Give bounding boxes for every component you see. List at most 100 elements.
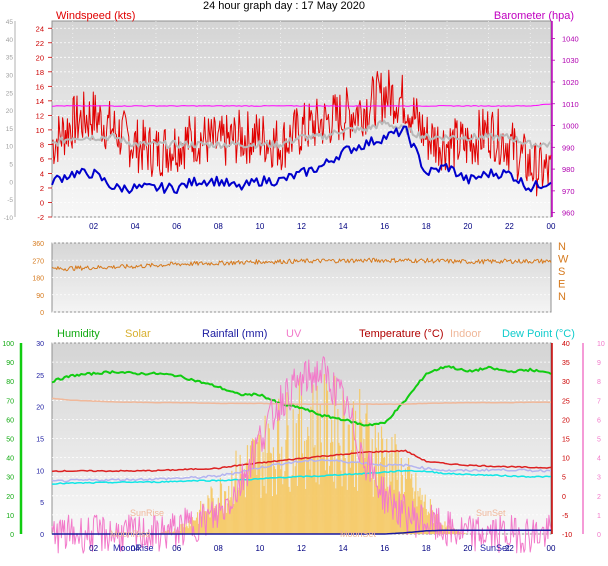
windspeed-tick-label: 18	[36, 68, 44, 77]
moonset-annotation: MoonSet	[340, 529, 377, 539]
direction-tick-label: 90	[36, 293, 44, 300]
direction-tick-label: 180	[32, 276, 44, 283]
humidity-tick-label: 100	[2, 341, 14, 348]
wind-x-tick-label: 16	[380, 222, 389, 231]
uv-tick-label: 3	[597, 475, 601, 482]
barometer-tick-label: 1030	[562, 56, 579, 65]
barometer-tick-label: 1040	[562, 34, 579, 43]
gust-scale-tick-label: 5	[9, 162, 13, 169]
legend-temperature: Temperature (°C)	[359, 328, 443, 340]
gust-scale-tick-label: 35	[6, 55, 14, 62]
uv-tick-label: 8	[597, 379, 601, 386]
page-title: 24 hour graph day : 17 May 2020	[203, 0, 365, 12]
wind-x-tick-label: 10	[255, 222, 264, 231]
conditions-x-tick-label: 12	[297, 544, 306, 553]
humidity-tick-label: 30	[6, 475, 14, 482]
sunrise-annotation: SunRise	[130, 508, 164, 518]
gust-scale-tick-label: 10	[6, 144, 14, 151]
direction-panel-grid	[52, 242, 551, 313]
windspeed-tick-label: 10	[36, 126, 44, 135]
gust-scale-tick-label: -10	[4, 215, 14, 222]
wind-series-line	[51, 69, 552, 197]
windspeed-tick-label: 8	[40, 140, 44, 149]
compass-label: N	[558, 291, 566, 303]
wind-panel-axes: -2024681012141618202224-10-5051015202530…	[4, 19, 579, 231]
temperature-tick-label: 10	[562, 456, 570, 463]
conditions-x-tick-label: 22	[505, 544, 514, 553]
temperature-tick-label: -5	[562, 513, 568, 520]
humidity-tick-label: 60	[6, 417, 14, 424]
legend-indoor: Indoor	[450, 328, 482, 340]
uv-tick-label: 4	[597, 456, 601, 463]
conditions-series-line	[51, 356, 552, 554]
wind-x-tick-label: 12	[297, 222, 306, 231]
direction-series-line	[51, 257, 552, 272]
wind-x-tick-label: 22	[505, 222, 514, 231]
uv-tick-label: 1	[597, 513, 601, 520]
conditions-panel-fills	[156, 374, 468, 534]
windspeed-axis-label: Windspeed (kts)	[56, 10, 135, 22]
wind-x-tick-label: 08	[214, 222, 223, 231]
barometer-tick-label: 990	[562, 143, 575, 152]
windspeed-tick-label: 24	[36, 24, 44, 33]
uv-tick-label: 7	[597, 398, 601, 405]
conditions-panel-axes: 0102030405060708090100051015202530-10-50…	[2, 341, 605, 553]
gust-scale-tick-label: 45	[6, 19, 14, 26]
gust-scale-tick-label: 25	[6, 90, 14, 97]
conditions-x-tick-label: 00	[547, 544, 556, 553]
wind-series-line	[51, 125, 552, 194]
conditions-series-line	[52, 529, 551, 535]
conditions-x-tick-label: 20	[463, 544, 472, 553]
rainfall-tick-label: 30	[36, 341, 44, 348]
wind-panel-series	[51, 69, 552, 197]
conditions-x-tick-label: 02	[89, 544, 98, 553]
conditions-series-line	[52, 469, 552, 485]
direction-tick-label: 0	[40, 310, 44, 317]
humidity-tick-label: 10	[6, 513, 14, 520]
humidity-tick-label: 90	[6, 360, 14, 367]
windspeed-tick-label: 6	[40, 155, 44, 164]
humidity-tick-label: 0	[10, 532, 14, 539]
barometer-tick-label: 1000	[562, 122, 579, 131]
compass-label: W	[558, 254, 569, 266]
rainfall-tick-label: 5	[40, 500, 44, 507]
conditions-panel-series	[51, 356, 552, 554]
humidity-tick-label: 50	[6, 437, 14, 444]
wind-x-tick-label: 00	[547, 222, 556, 231]
wind-x-tick-label: 14	[339, 222, 348, 231]
rainfall-tick-label: 10	[36, 468, 44, 475]
windspeed-tick-label: 14	[36, 97, 44, 106]
windspeed-tick-label: 22	[36, 39, 44, 48]
windspeed-tick-label: 0	[40, 198, 44, 207]
conditions-x-tick-label: 08	[214, 544, 223, 553]
temperature-tick-label: 25	[562, 398, 570, 405]
conditions-series-line	[51, 449, 552, 473]
conditions-x-tick-label: 18	[422, 544, 431, 553]
legend-humidity: Humidity	[57, 328, 100, 340]
barometer-tick-label: 970	[562, 187, 575, 196]
conditions-x-tick-label: 06	[172, 544, 181, 553]
barometer-tick-label: 1010	[562, 100, 579, 109]
windspeed-tick-label: 16	[36, 82, 44, 91]
uv-tick-label: 6	[597, 417, 601, 424]
temperature-tick-label: -10	[562, 532, 572, 539]
humidity-tick-label: 20	[6, 494, 14, 501]
temperature-tick-label: 35	[562, 360, 570, 367]
wind-x-tick-label: 20	[463, 222, 472, 231]
conditions-x-tick-label: 04	[131, 544, 140, 553]
gust-scale-tick-label: 40	[6, 37, 14, 44]
wind-x-tick-label: 18	[422, 222, 431, 231]
wind-series-line	[51, 103, 552, 107]
rainfall-tick-label: 25	[36, 373, 44, 380]
temperature-tick-label: 30	[562, 379, 570, 386]
rainfall-tick-label: 15	[36, 437, 44, 444]
direction-tick-label: 270	[32, 258, 44, 265]
direction-panel-series	[51, 257, 552, 272]
windspeed-tick-label: 12	[36, 111, 44, 120]
legend-uv: UV	[286, 328, 302, 340]
humidity-tick-label: 70	[6, 398, 14, 405]
moonrise-x-label: MoonRise	[113, 543, 154, 553]
conditions-x-tick-label: 10	[255, 544, 264, 553]
